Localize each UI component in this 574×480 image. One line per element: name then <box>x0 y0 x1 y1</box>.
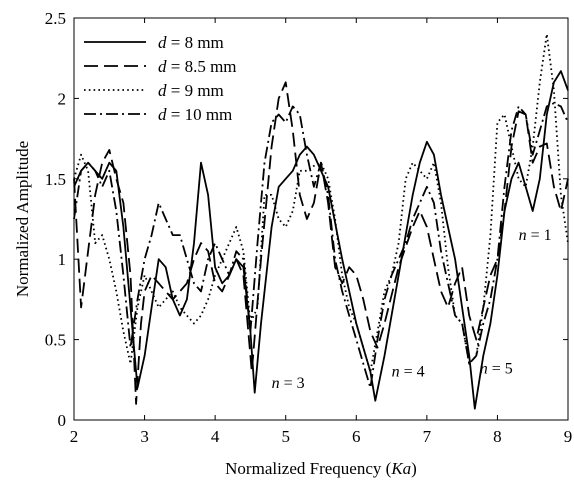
y-tick-label: 1 <box>58 250 67 269</box>
x-tick-label: 7 <box>423 427 432 446</box>
x-tick-label: 3 <box>140 427 149 446</box>
legend-label: d = 9 mm <box>158 81 224 100</box>
series-line-4 <box>73 102 569 389</box>
legend: d = 8 mm d = 8.5 mm d = 9 mm d = 10 mm <box>84 33 237 124</box>
x-tick-label: 6 <box>352 427 361 446</box>
y-tick-label: 2 <box>58 89 67 108</box>
annotation-label: n = 4 <box>392 364 425 381</box>
x-tick-label: 8 <box>493 427 502 446</box>
y-tick-label: 0 <box>58 411 67 430</box>
y-tick-label: 1.5 <box>45 170 66 189</box>
plot-background <box>74 18 568 420</box>
series-lines <box>73 33 569 410</box>
x-axis-title: Normalized Frequency (Ka) <box>225 459 417 478</box>
annotation-label: n = 1 <box>519 227 552 244</box>
legend-label: d = 10 mm <box>158 105 232 124</box>
plot-frame <box>73 17 569 421</box>
series-line-1 <box>73 70 569 410</box>
y-tick-label: 0.5 <box>45 331 66 350</box>
x-axis-ticks: 2 3 4 5 6 7 8 9 <box>70 18 573 446</box>
x-tick-label: 9 <box>564 427 573 446</box>
x-tick-label: 4 <box>211 427 220 446</box>
annotations: n = 1 n = 3 n = 4 n = 5 <box>272 227 552 392</box>
y-tick-label: 2.5 <box>45 9 66 28</box>
y-axis-title: Normalized Amplitude <box>13 141 32 297</box>
annotation-label: n = 5 <box>480 360 513 377</box>
annotation-label: n = 3 <box>272 375 305 392</box>
legend-label: d = 8 mm <box>158 33 224 52</box>
legend-label: d = 8.5 mm <box>158 57 237 76</box>
x-tick-label: 2 <box>70 427 79 446</box>
x-tick-label: 5 <box>281 427 290 446</box>
series-line-2 <box>73 81 569 405</box>
